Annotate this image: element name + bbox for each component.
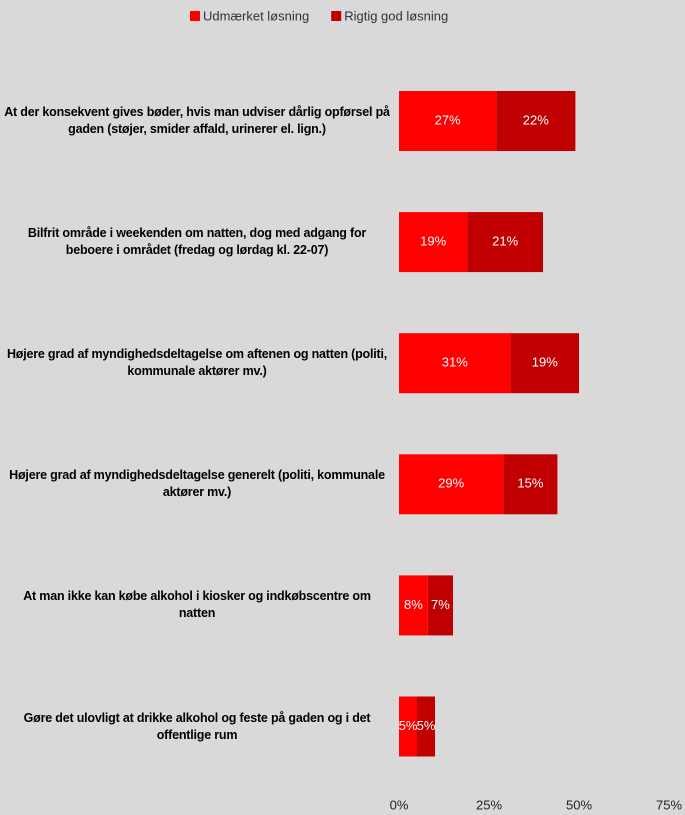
bar-segment [503, 454, 558, 515]
category-label: Højere grad af myndighedsdeltagelse om a… [6, 347, 388, 379]
bar-segment [399, 575, 428, 636]
bar-segment [399, 454, 504, 515]
data-label: 29% [438, 476, 464, 491]
bar-segment [496, 91, 576, 151]
bar-segment [399, 91, 497, 151]
legend-swatch [331, 11, 342, 21]
x-tick-label: 75% [656, 797, 682, 812]
bar-segment [399, 212, 468, 273]
category-label: At der konsekvent gives bøder, hvis man … [4, 105, 390, 136]
legend-label: Udmærket løsning [203, 8, 309, 23]
data-label: 5% [399, 718, 418, 733]
bar-segment [467, 212, 543, 273]
bar-segment [399, 696, 417, 757]
data-label: 31% [442, 355, 468, 370]
category-label: At man ikke kan købe alkohol i kiosker o… [23, 589, 371, 621]
data-label: 27% [435, 112, 461, 127]
bar-segment [510, 333, 579, 394]
x-tick-label: 25% [476, 797, 502, 812]
data-label: 7% [431, 597, 450, 612]
data-label: 22% [523, 112, 549, 127]
category-label: Bilfrit område i weekenden om natten, do… [27, 226, 367, 258]
x-tick-label: 50% [566, 797, 592, 812]
data-label: 5% [417, 718, 436, 733]
legend-label: Rigtig god løsning [344, 8, 448, 23]
bar-segment [417, 696, 435, 757]
bar-segment [427, 575, 453, 636]
x-tick-label: 0% [390, 797, 409, 812]
legend-swatch [190, 11, 200, 21]
data-label: 15% [517, 476, 543, 491]
data-label: 19% [532, 355, 558, 370]
category-label: Gøre det ulovligt at drikke alkohol og f… [23, 710, 371, 742]
data-label: 21% [492, 234, 518, 249]
bar-segment [399, 333, 511, 394]
data-label: 8% [404, 597, 423, 612]
category-label: Højere grad af myndighedsdeltagelse gene… [9, 468, 385, 500]
data-label: 19% [420, 234, 446, 249]
